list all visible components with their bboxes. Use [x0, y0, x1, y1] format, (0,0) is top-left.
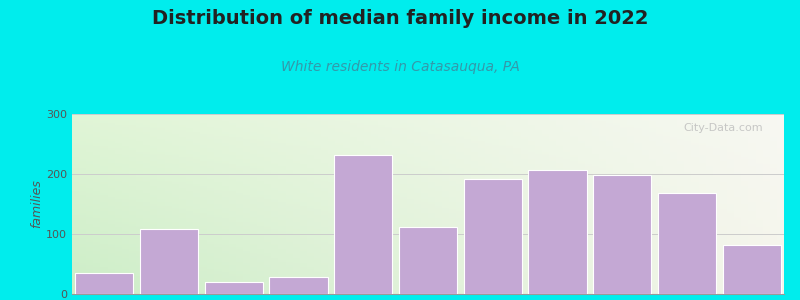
Text: White residents in Catasauqua, PA: White residents in Catasauqua, PA	[281, 60, 519, 74]
Bar	[205, 282, 263, 294]
Bar	[658, 193, 716, 294]
Bar	[399, 227, 457, 294]
Y-axis label: families: families	[30, 180, 43, 228]
Bar	[75, 273, 134, 294]
Bar	[270, 277, 328, 294]
Bar	[528, 170, 586, 294]
Text: Distribution of median family income in 2022: Distribution of median family income in …	[152, 9, 648, 28]
Bar	[464, 179, 522, 294]
Bar	[140, 229, 198, 294]
Bar	[334, 155, 393, 294]
Bar	[722, 245, 781, 294]
Bar	[593, 175, 651, 294]
Text: City-Data.com: City-Data.com	[683, 123, 762, 133]
